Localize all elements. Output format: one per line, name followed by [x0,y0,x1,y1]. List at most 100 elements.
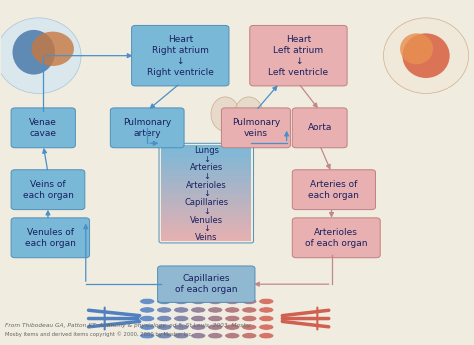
Bar [161,188,251,191]
Bar [161,147,251,150]
Ellipse shape [191,298,206,304]
Bar [161,221,251,224]
Text: Arterioles: Arterioles [186,181,227,190]
Bar [161,215,251,217]
Bar [161,195,251,198]
Ellipse shape [191,324,206,330]
Ellipse shape [173,315,189,322]
FancyBboxPatch shape [292,170,375,210]
Ellipse shape [235,97,263,131]
FancyBboxPatch shape [292,108,347,148]
Ellipse shape [208,315,223,322]
Text: ↓: ↓ [203,225,210,234]
Ellipse shape [208,324,223,330]
Bar [161,154,251,157]
Ellipse shape [242,333,257,339]
Ellipse shape [208,298,223,304]
Text: Veins: Veins [195,233,218,242]
Text: ↓: ↓ [203,155,210,164]
Text: Heart
Right atrium
↓
Right ventricle: Heart Right atrium ↓ Right ventricle [147,34,214,77]
Ellipse shape [140,324,155,330]
Ellipse shape [0,18,81,93]
Ellipse shape [156,324,172,330]
Ellipse shape [225,307,240,313]
Bar [161,207,251,210]
Text: Heart
Left atrium
↓
Left ventricle: Heart Left atrium ↓ Left ventricle [268,34,328,77]
Ellipse shape [402,33,450,78]
Bar [161,193,251,196]
Bar [161,178,251,181]
Bar [161,198,251,200]
Ellipse shape [156,333,172,339]
FancyBboxPatch shape [11,218,90,258]
FancyBboxPatch shape [221,108,291,148]
Ellipse shape [225,298,240,304]
Ellipse shape [259,324,274,330]
Text: Aorta: Aorta [308,123,332,132]
Bar [161,166,251,169]
Bar [161,171,251,174]
Bar [161,176,251,179]
Text: Lungs: Lungs [194,146,219,155]
FancyBboxPatch shape [11,170,85,210]
Bar [161,149,251,152]
Ellipse shape [259,298,274,304]
Bar [161,234,251,236]
Text: Mosby items and derived items copyright © 2000, 2000 by Mosby, Inc.: Mosby items and derived items copyright … [5,331,193,337]
Bar [161,181,251,184]
Ellipse shape [259,333,274,339]
Text: Venae
cavae: Venae cavae [29,118,57,138]
Bar [161,157,251,159]
Ellipse shape [383,18,469,93]
Bar [161,200,251,203]
FancyBboxPatch shape [132,26,229,86]
Ellipse shape [242,307,257,313]
Text: ↓: ↓ [203,189,210,198]
Bar [161,159,251,162]
Ellipse shape [156,298,172,304]
FancyBboxPatch shape [292,218,380,258]
Bar [161,169,251,171]
Bar [161,190,251,193]
Ellipse shape [173,298,189,304]
Text: Arteries of
each organ: Arteries of each organ [309,180,359,200]
Text: From Thibodeau GA, Patton KT: Anatomy & physiology, ed 5, St Louis, 2003, Mosby.: From Thibodeau GA, Patton KT: Anatomy & … [5,323,252,328]
Text: ↓: ↓ [203,172,210,181]
Ellipse shape [173,307,189,313]
Text: Venules: Venules [190,216,223,225]
Bar [161,164,251,167]
Text: Pulmonary
veins: Pulmonary veins [232,118,280,138]
Ellipse shape [140,333,155,339]
Bar [161,152,251,155]
Ellipse shape [225,324,240,330]
Ellipse shape [242,324,257,330]
Ellipse shape [225,315,240,322]
FancyBboxPatch shape [11,108,75,148]
Ellipse shape [191,333,206,339]
Bar [161,236,251,239]
Bar [161,203,251,205]
Bar [161,238,251,241]
Ellipse shape [31,32,74,66]
Text: Capillaries
of each organ: Capillaries of each organ [175,274,237,294]
Ellipse shape [173,324,189,330]
Ellipse shape [140,307,155,313]
Bar [161,231,251,234]
Bar [161,224,251,227]
Bar [161,174,251,176]
Ellipse shape [208,307,223,313]
Text: ↓: ↓ [203,207,210,216]
Ellipse shape [12,30,55,75]
FancyBboxPatch shape [157,266,255,302]
Bar [161,205,251,208]
Bar [161,229,251,231]
Bar [161,161,251,164]
Text: Arteries: Arteries [190,163,223,172]
Bar [161,212,251,215]
Ellipse shape [259,315,274,322]
Ellipse shape [225,333,240,339]
Text: Venules of
each organ: Venules of each organ [25,228,76,248]
Bar [161,217,251,219]
FancyBboxPatch shape [110,108,184,148]
Text: Veins of
each organ: Veins of each organ [23,180,73,200]
